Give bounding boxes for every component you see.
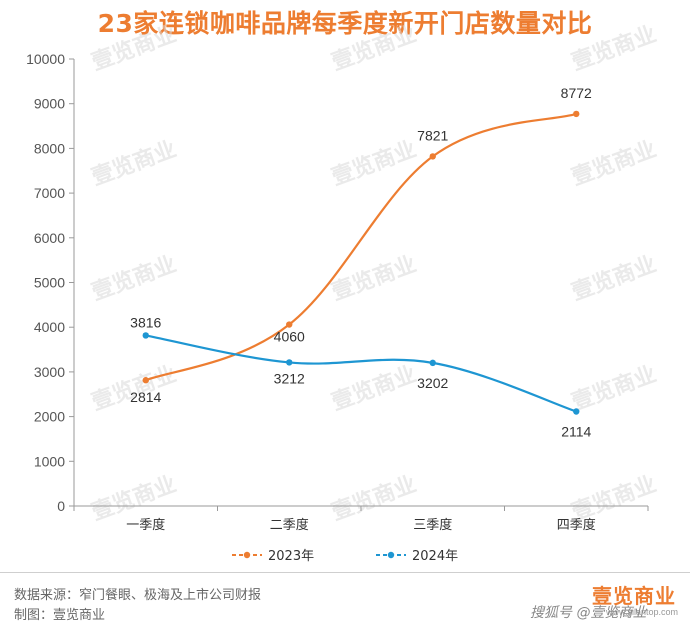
legend-label: 2023年 [268, 549, 314, 564]
watermark-text: 壹览商业 [568, 21, 660, 76]
watermark-text: 壹览商业 [568, 251, 660, 306]
data-label: 3202 [417, 375, 448, 391]
data-label: 3212 [274, 370, 305, 386]
y-tick-label: 1000 [34, 453, 65, 469]
x-tick-label: 一季度 [126, 517, 165, 533]
data-label: 4060 [274, 329, 305, 345]
y-tick-label: 0 [57, 498, 65, 514]
data-point [142, 377, 149, 384]
x-tick-label: 三季度 [413, 517, 452, 533]
series-line-2 [145, 334, 577, 413]
platform-credit: 搜狐号 @壹览商业 [530, 605, 647, 621]
data-point [429, 153, 436, 160]
data-label: 2114 [561, 424, 591, 440]
x-tick-label: 二季度 [270, 517, 309, 533]
data-point [573, 110, 580, 118]
legend-marker [387, 551, 395, 559]
watermark-text: 壹览商业 [88, 21, 180, 76]
legend-label: 2024年 [412, 549, 458, 564]
y-tick-label: 10000 [26, 51, 65, 67]
brand-url: www.yilantop.com [605, 607, 678, 617]
data-label: 7821 [417, 127, 448, 143]
data-point [429, 359, 436, 367]
y-tick-label: 9000 [34, 96, 65, 112]
y-tick-label: 6000 [34, 230, 65, 246]
watermark-text: 壹览商业 [328, 471, 420, 526]
data-label: 3816 [130, 314, 161, 330]
chart-title: 23家连锁咖啡品牌每季度新开门店数量对比 [97, 9, 593, 38]
y-tick-label: 5000 [34, 275, 65, 291]
chart-maker-note: 制图：壹览商业 [14, 608, 106, 623]
y-tick-label: 3000 [34, 364, 65, 380]
watermark-text: 壹览商业 [328, 251, 420, 306]
data-point [573, 408, 580, 415]
y-tick-label: 8000 [34, 140, 65, 156]
x-tick-label: 四季度 [557, 517, 596, 533]
data-label: 2814 [130, 389, 161, 405]
series-line-1 [145, 112, 577, 382]
watermark-text: 壹览商业 [328, 361, 420, 416]
y-tick-label: 7000 [34, 185, 65, 201]
legend-marker [243, 551, 251, 559]
watermark-text: 壹览商业 [568, 136, 660, 191]
data-point [286, 359, 293, 366]
brand-logo: 壹览商业 [592, 584, 676, 608]
watermark-text: 壹览商业 [88, 251, 180, 306]
y-tick-label: 2000 [34, 409, 65, 425]
data-label: 8772 [561, 85, 592, 101]
y-tick-label: 4000 [34, 319, 65, 335]
watermark-text: 壹览商业 [568, 361, 660, 416]
watermark-text: 壹览商业 [328, 21, 420, 76]
footer-divider [0, 572, 690, 573]
data-point [142, 332, 149, 339]
data-point [286, 321, 293, 328]
data-source-note: 数据来源：窄门餐眼、极海及上市公司财报 [14, 588, 262, 603]
watermark-text: 壹览商业 [88, 136, 180, 191]
